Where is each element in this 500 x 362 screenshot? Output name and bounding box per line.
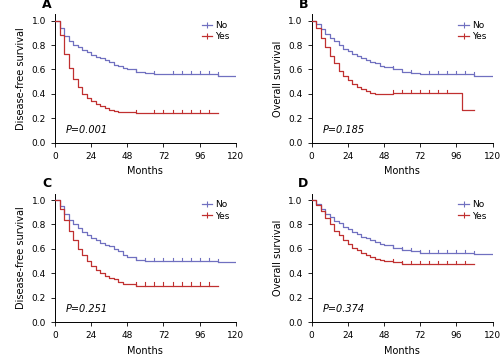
X-axis label: Months: Months xyxy=(128,346,164,356)
Text: P=0.374: P=0.374 xyxy=(322,304,364,315)
Legend: No, Yes: No, Yes xyxy=(456,19,488,43)
Y-axis label: Disease-free survival: Disease-free survival xyxy=(16,207,26,310)
Text: B: B xyxy=(298,0,308,10)
Text: P=0.185: P=0.185 xyxy=(322,125,364,135)
Legend: No, Yes: No, Yes xyxy=(456,198,488,222)
X-axis label: Months: Months xyxy=(128,166,164,176)
Text: A: A xyxy=(42,0,51,10)
X-axis label: Months: Months xyxy=(384,346,420,356)
Text: D: D xyxy=(298,177,308,190)
Legend: No, Yes: No, Yes xyxy=(200,198,232,222)
Text: P=0.001: P=0.001 xyxy=(66,125,108,135)
Y-axis label: Disease-free survival: Disease-free survival xyxy=(16,27,26,130)
Text: C: C xyxy=(42,177,51,190)
X-axis label: Months: Months xyxy=(384,166,420,176)
Text: P=0.251: P=0.251 xyxy=(66,304,108,315)
Y-axis label: Overall survival: Overall survival xyxy=(273,41,283,117)
Legend: No, Yes: No, Yes xyxy=(200,19,232,43)
Y-axis label: Overall survival: Overall survival xyxy=(273,220,283,296)
